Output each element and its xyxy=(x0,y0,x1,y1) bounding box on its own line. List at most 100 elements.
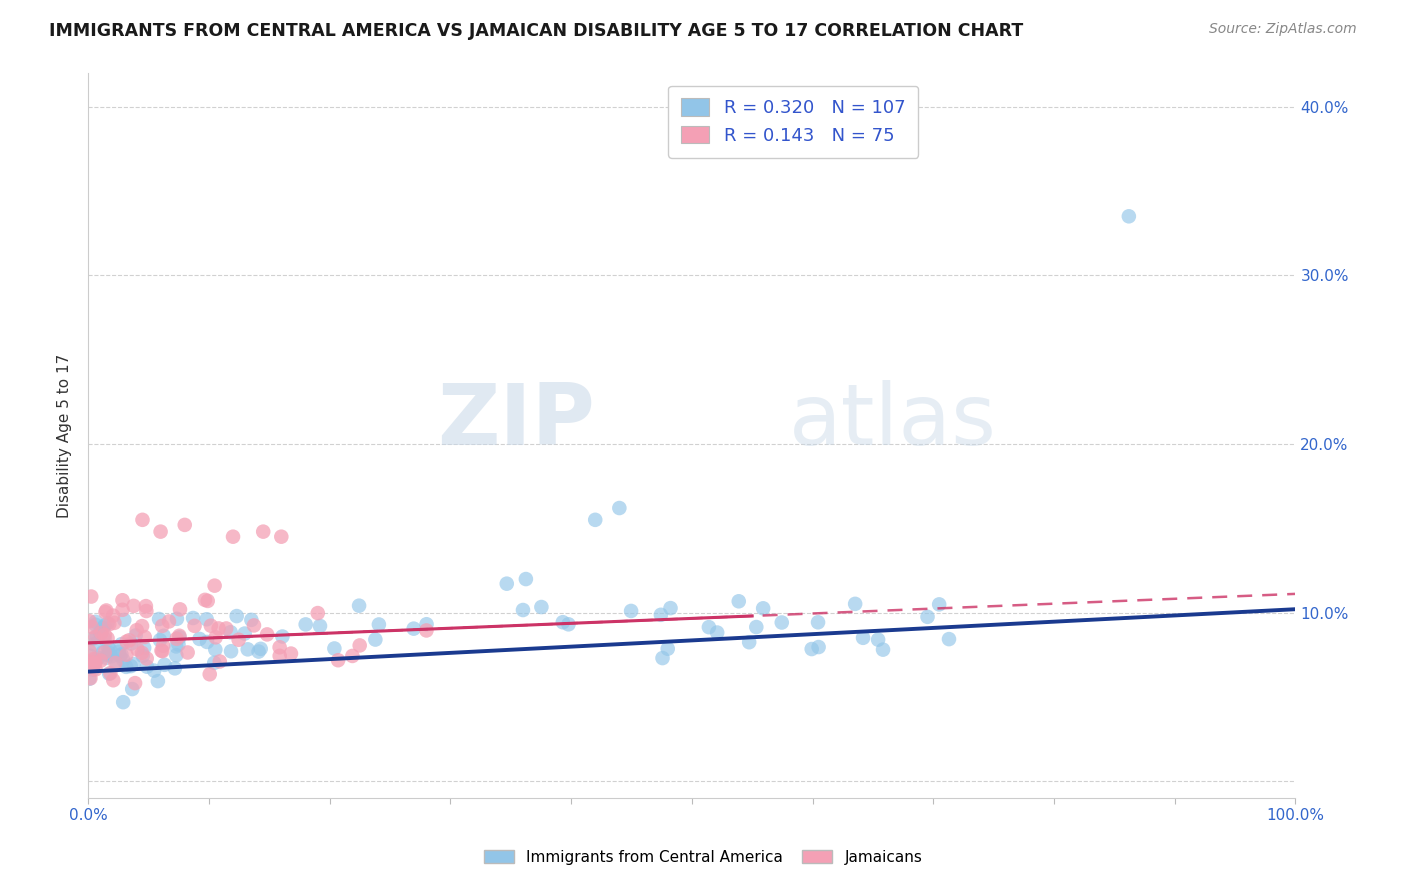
Point xyxy=(110,637,132,651)
Point xyxy=(80,658,103,673)
Point xyxy=(98,617,121,632)
Point xyxy=(326,653,349,667)
Point xyxy=(97,648,120,662)
Point xyxy=(134,630,156,644)
Point xyxy=(120,637,142,651)
Point xyxy=(249,641,271,656)
Point xyxy=(583,513,606,527)
Point xyxy=(94,605,117,619)
Point xyxy=(872,642,894,657)
Point xyxy=(163,661,186,675)
Point xyxy=(98,646,121,660)
Point xyxy=(800,642,823,657)
Point xyxy=(194,593,217,607)
Point xyxy=(215,622,238,636)
Point xyxy=(83,656,105,670)
Point xyxy=(83,657,105,671)
Point xyxy=(118,633,141,648)
Point xyxy=(530,600,553,615)
Legend: R = 0.320   N = 107, R = 0.143   N = 75: R = 0.320 N = 107, R = 0.143 N = 75 xyxy=(668,86,918,158)
Point xyxy=(402,622,425,636)
Point xyxy=(367,617,389,632)
Point xyxy=(96,616,118,631)
Point xyxy=(80,620,103,634)
Point xyxy=(807,640,830,654)
Point xyxy=(104,656,127,670)
Point xyxy=(200,618,222,632)
Point xyxy=(111,603,134,617)
Point xyxy=(169,630,191,644)
Point xyxy=(93,646,115,660)
Point xyxy=(84,615,107,629)
Point xyxy=(112,695,135,709)
Point xyxy=(82,632,104,646)
Text: ZIP: ZIP xyxy=(437,379,595,463)
Point xyxy=(122,599,145,613)
Point xyxy=(120,659,142,673)
Point xyxy=(745,620,768,634)
Point xyxy=(127,642,149,657)
Point xyxy=(115,648,138,662)
Point xyxy=(124,676,146,690)
Point xyxy=(271,630,294,644)
Point xyxy=(165,648,187,663)
Text: Source: ZipAtlas.com: Source: ZipAtlas.com xyxy=(1209,22,1357,37)
Point xyxy=(609,501,631,516)
Point xyxy=(236,642,259,657)
Point xyxy=(650,607,672,622)
Point xyxy=(97,640,120,655)
Point xyxy=(176,645,198,659)
Point xyxy=(222,530,245,544)
Point xyxy=(198,667,221,681)
Text: IMMIGRANTS FROM CENTRAL AMERICA VS JAMAICAN DISABILITY AGE 5 TO 17 CORRELATION C: IMMIGRANTS FROM CENTRAL AMERICA VS JAMAI… xyxy=(49,22,1024,40)
Point xyxy=(135,604,157,618)
Point xyxy=(152,639,174,653)
Point xyxy=(134,640,156,655)
Point xyxy=(84,656,107,670)
Point xyxy=(204,579,226,593)
Point xyxy=(557,617,579,632)
Point xyxy=(657,641,679,656)
Point xyxy=(110,648,132,662)
Point xyxy=(169,602,191,616)
Point xyxy=(86,629,108,643)
Point xyxy=(83,637,105,651)
Point xyxy=(169,629,191,643)
Point xyxy=(131,619,153,633)
Point xyxy=(697,620,720,634)
Point xyxy=(659,601,682,615)
Point xyxy=(79,655,101,669)
Point xyxy=(94,628,117,642)
Point xyxy=(512,603,534,617)
Point xyxy=(149,524,172,539)
Point xyxy=(752,601,775,615)
Point xyxy=(309,619,332,633)
Point xyxy=(515,572,537,586)
Point xyxy=(270,530,292,544)
Point xyxy=(166,632,188,646)
Point xyxy=(90,626,112,640)
Point xyxy=(111,593,134,607)
Point xyxy=(495,576,517,591)
Point xyxy=(415,617,437,632)
Point xyxy=(121,681,143,696)
Point xyxy=(181,611,204,625)
Point xyxy=(219,625,242,640)
Point xyxy=(97,632,120,646)
Point xyxy=(84,662,107,676)
Point xyxy=(79,644,101,658)
Point xyxy=(150,643,173,657)
Point xyxy=(551,615,574,630)
Point xyxy=(166,612,188,626)
Point xyxy=(225,609,247,624)
Point xyxy=(103,673,125,688)
Point xyxy=(252,524,274,539)
Point xyxy=(219,644,242,658)
Point xyxy=(852,631,875,645)
Point xyxy=(651,651,673,665)
Point xyxy=(770,615,793,630)
Point xyxy=(148,612,170,626)
Point xyxy=(204,630,226,644)
Point xyxy=(152,629,174,643)
Point xyxy=(131,513,153,527)
